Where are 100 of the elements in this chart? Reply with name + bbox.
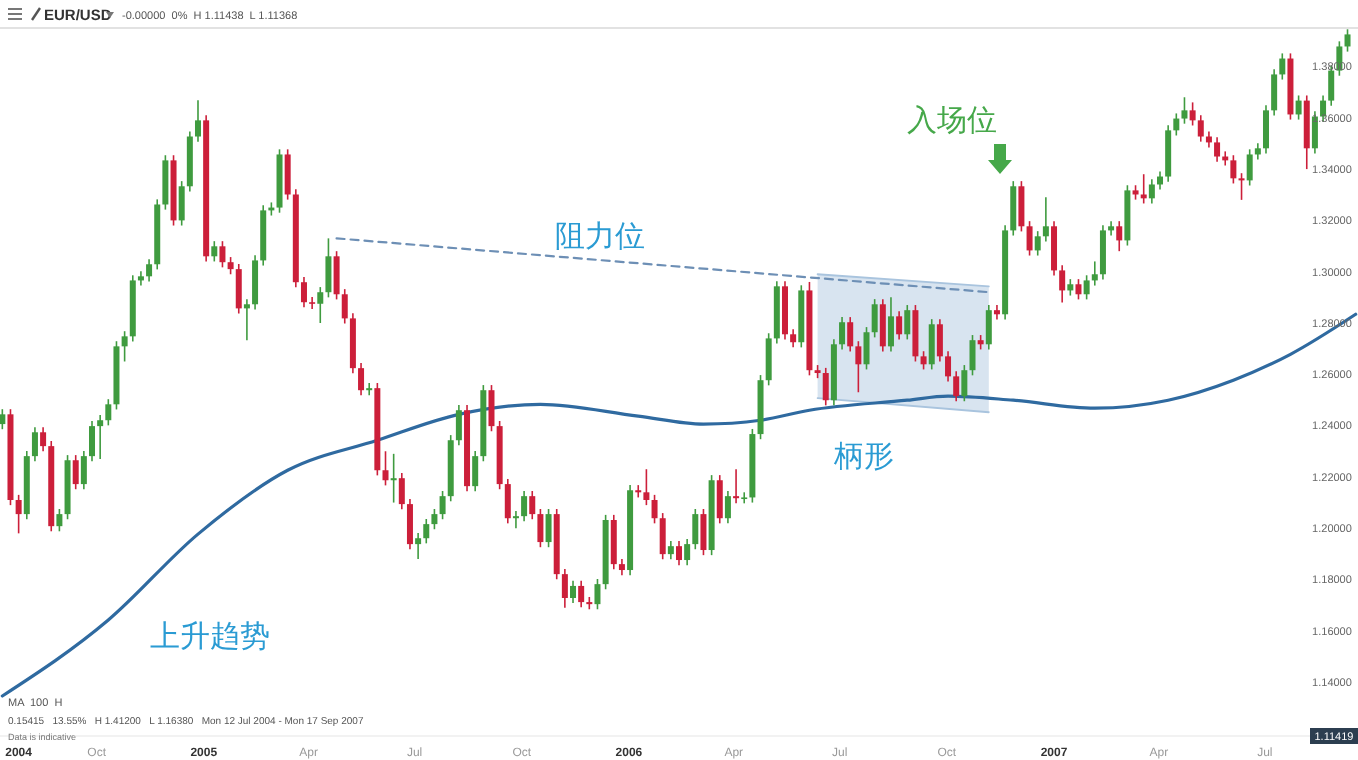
candlestick	[194, 99, 201, 143]
candlestick	[724, 490, 731, 525]
candlestick	[1091, 260, 1098, 287]
candlestick	[455, 404, 462, 447]
candlestick	[765, 332, 772, 387]
candlestick	[56, 508, 63, 533]
candlestick	[790, 328, 797, 349]
candlestick	[1026, 220, 1033, 257]
candlestick	[1140, 173, 1147, 205]
candlestick	[439, 490, 446, 521]
candlestick	[309, 296, 316, 310]
candlestick	[1197, 114, 1204, 143]
candlestick	[1059, 264, 1066, 304]
candlestick	[162, 154, 169, 211]
candlestick	[341, 288, 348, 325]
candlestick	[390, 453, 397, 504]
candlestick	[822, 367, 829, 407]
annotation: 上升趋势	[150, 620, 270, 654]
candlestick	[137, 270, 144, 287]
candlestick	[488, 384, 495, 433]
candlestick	[936, 318, 943, 363]
candlestick	[1246, 148, 1253, 187]
candlestick	[659, 512, 666, 561]
candlestick	[594, 578, 601, 611]
candlestick	[953, 370, 960, 403]
candlestick	[1279, 52, 1286, 81]
candlestick	[537, 508, 544, 548]
candlestick	[1018, 180, 1025, 233]
candlestick	[1189, 101, 1196, 127]
candlestick	[847, 316, 854, 353]
candlestick	[219, 240, 226, 269]
candlestick	[72, 454, 79, 491]
candlestick	[545, 508, 552, 548]
candlestick	[31, 426, 38, 463]
candlestick	[398, 472, 405, 511]
candlestick	[15, 494, 22, 535]
candlestick	[1344, 28, 1351, 53]
candlestick	[80, 450, 87, 491]
candlestick	[252, 254, 259, 311]
candlestick	[1214, 136, 1221, 163]
candlestick	[521, 490, 528, 523]
candlestick	[969, 334, 976, 377]
candlestick	[406, 498, 413, 551]
candlestick	[1042, 196, 1049, 243]
candlestick	[1165, 124, 1172, 183]
candlestick	[904, 304, 911, 341]
candlestick	[121, 330, 128, 363]
candlestick	[415, 532, 422, 560]
candlestick	[366, 382, 373, 397]
candlestick	[529, 490, 536, 521]
candlestick	[839, 316, 846, 351]
candlestick	[635, 484, 642, 499]
candlestick	[382, 450, 389, 487]
candlestick	[985, 304, 992, 351]
candlestick	[733, 468, 740, 505]
candlestick	[1271, 68, 1278, 117]
candlestick	[887, 296, 894, 353]
candlestick	[610, 514, 617, 571]
candlestick	[716, 474, 723, 525]
candlestick	[1108, 220, 1115, 237]
candlestick	[1238, 172, 1245, 201]
annotation: 阻力位	[555, 220, 645, 254]
candlestick	[700, 508, 707, 556]
candlestick	[871, 298, 878, 339]
candlestick	[863, 326, 870, 371]
candlestick	[741, 491, 748, 505]
candlestick	[945, 350, 952, 383]
candlestick	[1230, 154, 1237, 185]
candlestick	[333, 250, 340, 301]
candlestick	[692, 508, 699, 551]
candlestick	[676, 540, 682, 566]
candlestick	[1010, 180, 1017, 237]
candlestick	[504, 478, 511, 525]
candlestick	[0, 408, 6, 430]
candlestick	[423, 518, 430, 545]
candlestick	[1181, 96, 1188, 125]
candlestick	[1303, 94, 1310, 170]
candlestick	[855, 340, 862, 394]
candlestick	[1075, 278, 1082, 301]
candlestick	[284, 148, 291, 201]
candlestick	[146, 258, 153, 283]
candlestick	[1034, 230, 1041, 257]
candlestick	[561, 568, 568, 609]
annotation: 柄形	[832, 440, 894, 474]
candlestick	[1295, 94, 1302, 121]
candlestick	[97, 414, 104, 460]
candlestick	[667, 540, 674, 561]
candlestick	[89, 420, 96, 463]
candlestick	[325, 237, 332, 299]
candlestick	[1083, 274, 1090, 301]
candlestick	[1051, 220, 1058, 277]
candlestick	[358, 362, 365, 397]
candlestick	[643, 468, 650, 506]
candlestick	[879, 298, 886, 353]
candlestick	[1116, 220, 1123, 252]
candlestick	[896, 310, 903, 341]
candlestick	[1148, 178, 1155, 205]
candlestick	[317, 286, 324, 324]
candlestick	[235, 263, 242, 315]
candlestick	[472, 450, 479, 493]
